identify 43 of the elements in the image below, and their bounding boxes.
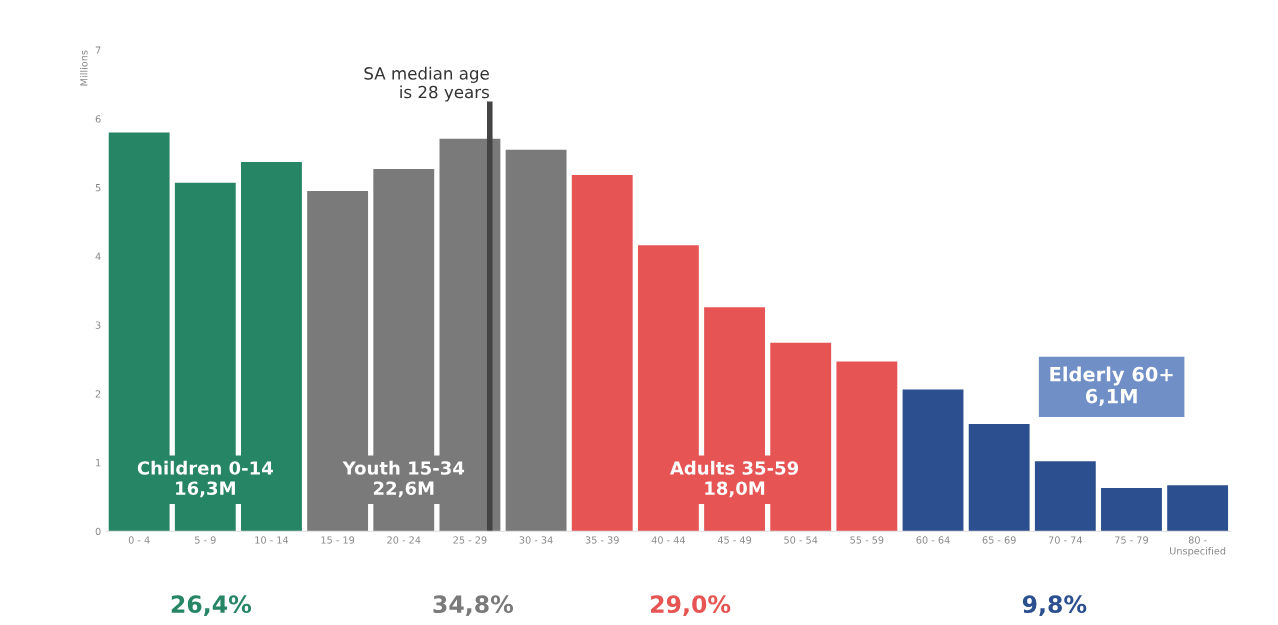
- x-tick-label: 50 - 54: [784, 536, 818, 544]
- ref-line-label: SA median age is 28 years: [364, 66, 489, 102]
- x-tick-label: 25 - 29: [453, 536, 487, 544]
- y-tick-label: 5: [95, 184, 101, 192]
- x-tick-label: 55 - 59: [850, 536, 884, 544]
- bar: [1101, 487, 1162, 532]
- x-tick-label: 5 - 9: [195, 536, 216, 544]
- x-tick-label: 45 - 49: [717, 536, 752, 544]
- y-tick-label: 2: [95, 390, 101, 398]
- bar: [968, 424, 1030, 532]
- y-axis-title: Millions: [80, 50, 88, 86]
- bar: [1167, 485, 1229, 532]
- x-tick-label: 10 - 14: [255, 536, 289, 544]
- annotation: Adults 35-59 18,0M: [669, 460, 799, 498]
- x-tick-label: 80 - Unspecified: [1170, 536, 1226, 557]
- text: 9,8%: [1022, 595, 1087, 617]
- x-tick-label: 15 - 19: [321, 536, 355, 544]
- x-tick-label: 20 - 24: [387, 536, 421, 544]
- y-tick-label: 4: [95, 252, 101, 260]
- y-tick-label: 3: [95, 321, 101, 329]
- text: 29,0%: [651, 595, 731, 617]
- x-tick-label: 40 - 44: [651, 536, 686, 544]
- y-tick-label: 6: [95, 115, 101, 123]
- x-tick-label: 60 - 64: [916, 536, 950, 544]
- y-tick-label: 1: [96, 459, 101, 467]
- bar: [505, 149, 567, 532]
- x-tick-label: 75 - 79: [1115, 536, 1149, 544]
- annotation: Children 0-14 16,3M: [137, 460, 273, 498]
- y-tick-label: 7: [95, 46, 101, 54]
- text: 34,8%: [433, 595, 514, 617]
- x-tick-label: 70 - 74: [1048, 536, 1082, 544]
- bar: [902, 389, 964, 532]
- text: 26,4%: [171, 595, 252, 617]
- x-tick-label: 30 - 34: [519, 536, 553, 544]
- bar: [1034, 461, 1096, 532]
- x-tick-label: 65 - 69: [982, 536, 1016, 544]
- annotation: Elderly 60+ 6,1M: [1050, 366, 1173, 406]
- y-tick-label: 0: [95, 527, 101, 536]
- x-tick-label: 35 - 39: [585, 536, 619, 544]
- annotation: Youth 15-34 22,6M: [342, 460, 465, 498]
- x-tick-label: 0 - 4: [128, 536, 150, 544]
- bar: [836, 361, 898, 532]
- bar: [571, 175, 633, 532]
